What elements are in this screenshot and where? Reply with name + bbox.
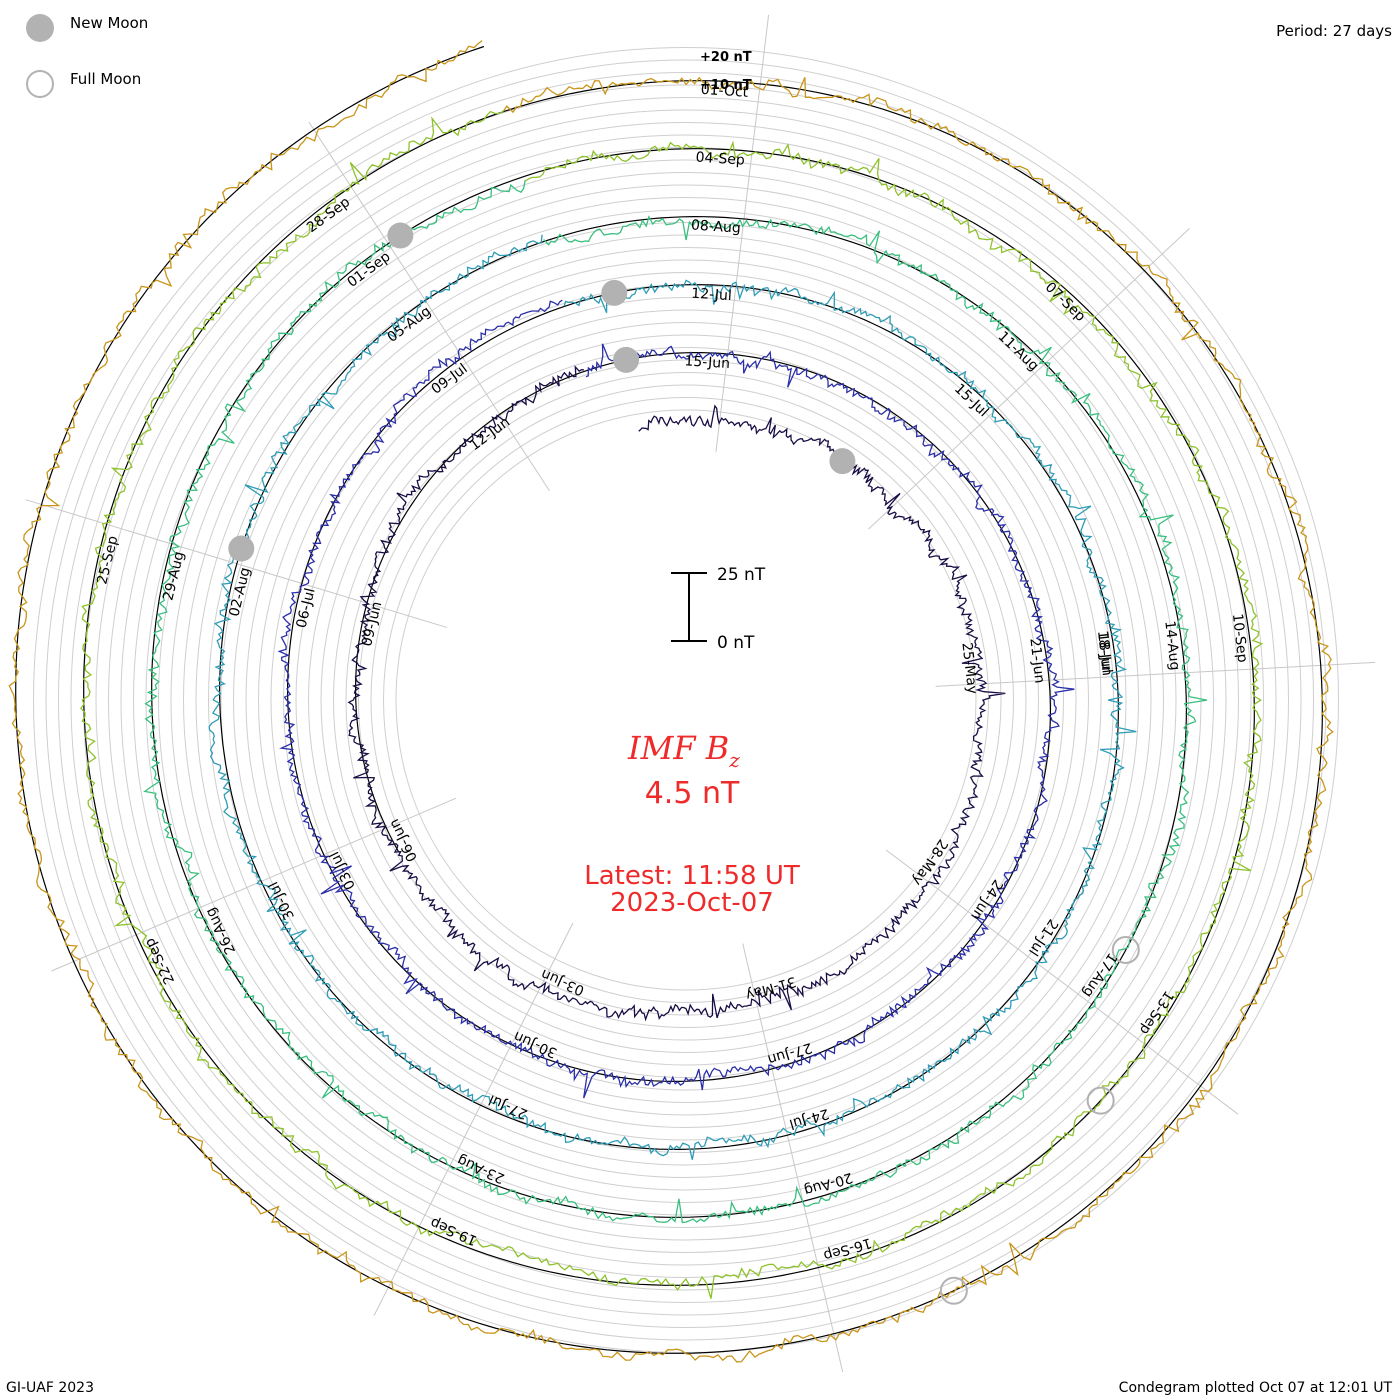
date-label: 07-Sep [1042, 279, 1089, 325]
date-label: 08-Aug [690, 217, 741, 236]
date-label: 15-Jun [684, 353, 730, 372]
new-moon-marker [613, 346, 640, 373]
new-moon-icon [26, 14, 54, 42]
grid-circle [370, 384, 1002, 1016]
date-label: 19-Sep [428, 1214, 480, 1248]
grid-circle [258, 272, 1114, 1128]
date-label: 14-Aug [1161, 620, 1182, 671]
bz-trace-rev-3 [208, 234, 1137, 1160]
ring-label-10nt: +10 nT [700, 78, 752, 93]
grid-circle [183, 197, 1189, 1203]
grid-circle [245, 259, 1127, 1141]
grid-circle [395, 409, 977, 991]
date-label: 22-Sep [142, 935, 178, 986]
grid-spoke [373, 922, 574, 1316]
moon-markers [228, 222, 1140, 1305]
grid-spoke [715, 14, 770, 452]
grid-circle [45, 59, 1327, 1341]
date-label: 25-Sep [94, 534, 121, 586]
bz-trace-rev-1 [347, 365, 1006, 1022]
grid-circle [208, 222, 1164, 1178]
grid-circle [220, 234, 1152, 1166]
date-label: 01-Sep [344, 249, 393, 291]
grid-circle [158, 172, 1214, 1228]
scale-bottom-label: 0 nT [717, 633, 755, 653]
grid-circle [295, 309, 1077, 1091]
date-label: 29-Aug [160, 550, 187, 602]
bz-trace-rev-2 [277, 299, 1075, 1099]
grid-spoke [742, 943, 844, 1373]
grid-circle [320, 334, 1052, 1066]
grid-circle [195, 209, 1177, 1191]
latest-date: 2023-Oct-07 [610, 888, 774, 918]
grid-circle [108, 122, 1264, 1278]
full-moon-marker [939, 1276, 968, 1305]
new-moon-marker [387, 222, 414, 249]
bz-trace-rev-6 [8, 40, 1334, 1363]
latest-time: Latest: 11:58 UT [584, 861, 800, 891]
credit-label: GI-UAF 2023 [6, 1380, 94, 1396]
new-moon-marker [829, 448, 856, 475]
grid-spoke [308, 121, 550, 491]
new-moon-marker [601, 279, 628, 306]
grid-circle [345, 359, 1027, 1041]
grid-circle [333, 347, 1039, 1053]
full-moon-marker [1086, 1086, 1115, 1115]
date-label: 18-Jul [1094, 632, 1114, 674]
grid-spoke [868, 227, 1190, 530]
grid-circle [145, 159, 1227, 1241]
ring-label-20nt: +20 nT [700, 50, 752, 65]
date-label: 03-Jun [539, 966, 587, 999]
date-label: 21-Jul [1025, 916, 1061, 959]
grid-circle [358, 372, 1014, 1028]
grid-spoke [51, 797, 457, 972]
polar-grid [15, 14, 1376, 1373]
date-label: 21-Jun [1026, 637, 1047, 684]
full-moon-marker [1111, 935, 1140, 964]
scale-bar: 25 nT 0 nT [671, 565, 766, 653]
grid-circle [283, 297, 1089, 1103]
date-label: 12-Jul [691, 286, 732, 305]
grid-circle [70, 84, 1302, 1316]
grid-circle [120, 134, 1252, 1266]
grid-circle [170, 184, 1202, 1216]
grid-circle [58, 72, 1314, 1328]
grid-circle [83, 97, 1289, 1303]
date-label: 18-Jun [1094, 630, 1115, 677]
date-label: 01-Oct [700, 82, 749, 101]
period-label: Period: 27 days [1276, 22, 1392, 40]
grid-spoke [25, 499, 447, 628]
legend-label-full-moon: Full Moon [70, 70, 142, 88]
grid-circle [233, 247, 1139, 1153]
new-moon-marker [228, 535, 255, 562]
center-title: IMF Bz [627, 729, 740, 772]
grid-circle [383, 397, 989, 1003]
bz-trace-rev-4 [143, 179, 1208, 1224]
bz-traces [8, 40, 1334, 1363]
bz-trace-rev-5 [80, 110, 1264, 1299]
full-moon-icon [26, 70, 54, 98]
grid-circle [133, 147, 1239, 1253]
scale-top-label: 25 nT [717, 565, 766, 585]
date-label: 04-Sep [695, 150, 745, 169]
date-label: 28-Sep [304, 194, 353, 236]
grid-circle [33, 47, 1339, 1353]
plotted-timestamp: Condegram plotted Oct 07 at 12:01 UT [1118, 1380, 1392, 1396]
date-labels: 25-May28-May31-May03-Jun06-Jun09-Jun12-J… [94, 82, 1250, 1264]
date-label: 09-Jun [359, 600, 385, 648]
legend-label-new-moon: New Moon [70, 14, 149, 32]
date-label: 25-May [958, 642, 980, 695]
grid-circle [95, 109, 1277, 1291]
date-label: 10-Sep [1229, 613, 1250, 664]
grid-spoke [935, 661, 1376, 687]
current-value: 4.5 nT [645, 776, 740, 811]
grid-spoke [885, 849, 1239, 1115]
